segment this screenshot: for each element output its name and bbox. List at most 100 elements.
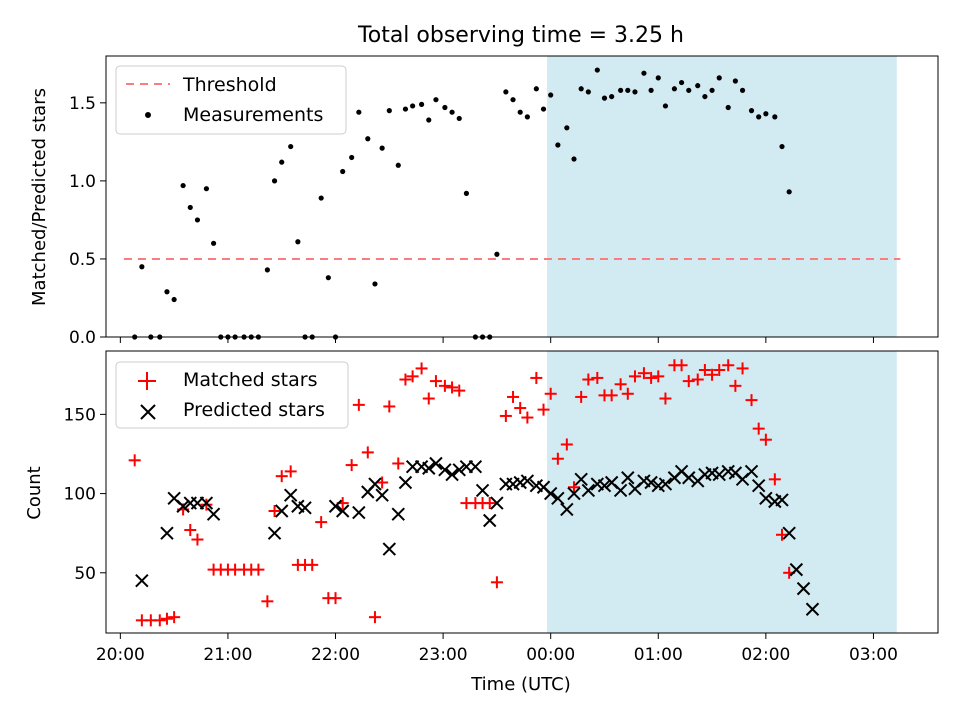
measurement-point — [662, 103, 669, 109]
predicted-star-point — [475, 483, 490, 498]
measurement-point — [386, 108, 392, 114]
predicted-star-point — [775, 493, 789, 507]
measurement-point — [139, 264, 145, 270]
predicted-x-b — [597, 478, 612, 493]
matched-star-point — [128, 454, 141, 467]
matched-star-point — [191, 533, 204, 546]
predicted-star-point — [782, 526, 796, 540]
matched-star-point — [184, 524, 197, 537]
matched-star-point — [591, 371, 604, 384]
predicted-x-b — [705, 466, 719, 480]
matched-star-point — [415, 362, 428, 375]
measurement-point — [194, 217, 201, 223]
measurement-point — [456, 115, 462, 122]
legend-predicted-label: Predicted stars — [183, 399, 325, 421]
predicted-x-b — [167, 491, 181, 506]
predicted-star-point — [267, 526, 282, 540]
measurement-point — [772, 114, 778, 120]
measurement-point — [625, 87, 631, 93]
y-tick-label: 100 — [64, 485, 96, 505]
measurement-point — [716, 75, 722, 81]
x-tick-label: 21:00 — [203, 645, 252, 665]
matched-star-point — [514, 402, 527, 415]
matched-star-point — [544, 387, 557, 400]
predicted-star-point — [375, 488, 389, 502]
predicted-x-b — [328, 499, 343, 513]
measurement-point — [702, 93, 708, 100]
measurement-point — [171, 296, 177, 303]
matched-star-point — [706, 368, 719, 381]
bottom-axes: 20:00 21:00 22:00 23:00 00:00 01:00 02:00 03:00… — [64, 405, 898, 665]
matched-star-point — [345, 459, 358, 472]
predicted-x-b — [176, 499, 190, 513]
measurement-point — [340, 168, 346, 175]
predicted-star-point — [621, 471, 635, 485]
measurement-point — [678, 79, 685, 86]
matched-star-point — [521, 411, 534, 424]
bottom-panel: 20:00 21:00 22:00 23:00 00:00 01:00 02:00 03:00… — [24, 350, 939, 695]
predicted-x-b — [805, 602, 820, 616]
predicted-star-point — [206, 507, 221, 521]
measurement-point — [524, 114, 530, 120]
matched-star-point — [406, 370, 419, 383]
predicted-x-b — [206, 507, 221, 521]
top-legend: Threshold Measurements — [115, 65, 347, 135]
predicted-x-b — [445, 467, 459, 482]
predicted-x-b — [375, 488, 389, 502]
matched-star-point — [160, 612, 173, 625]
predicted-x-b — [551, 491, 565, 506]
measurement-point — [349, 154, 355, 161]
matched-star-point — [582, 373, 595, 386]
matched-star-point — [698, 364, 711, 377]
y-tick-label: 50 — [74, 564, 96, 584]
matched-star-point — [768, 473, 781, 486]
predicted-x-b — [275, 504, 289, 518]
x-tick-label: 01:00 — [634, 645, 683, 665]
measurement-point — [601, 95, 608, 101]
matched-star-point — [682, 375, 695, 388]
predicted-x-b — [775, 493, 789, 507]
predicted-x-b — [291, 499, 305, 513]
predicted-x-b — [283, 488, 298, 502]
matched-star-point — [537, 403, 550, 416]
predicted-star-point — [445, 467, 459, 482]
y-tick-label: 150 — [64, 405, 96, 425]
predicted-star-point — [199, 496, 214, 510]
matched-star-point — [614, 378, 627, 391]
matched-star-point — [605, 389, 618, 402]
predicted-x-b — [744, 464, 759, 479]
matched-star-point — [530, 371, 543, 384]
predicted-x-b — [298, 501, 312, 515]
predicted-x-b — [581, 483, 596, 498]
predicted-star-point — [560, 502, 574, 517]
measurement-point — [356, 109, 362, 115]
matched-star-point — [637, 367, 650, 380]
matched-star-point — [507, 390, 520, 403]
measurement-point — [609, 93, 615, 100]
predicted-x-b — [475, 483, 490, 498]
y-tick-label: 0.0 — [69, 328, 96, 348]
matched-star-point — [499, 409, 512, 422]
predicted-x-b — [520, 474, 535, 488]
measurement-point — [210, 240, 217, 246]
top-y-axis-label: Matched/Predicted stars — [29, 88, 50, 306]
measurement-point — [164, 289, 170, 295]
y-tick-label: 1.5 — [69, 94, 96, 114]
predicted-x-b — [782, 526, 796, 540]
predicted-x-b — [712, 467, 726, 482]
matched-star-point — [315, 516, 328, 529]
measurement-point — [533, 86, 539, 92]
matched-star-point — [752, 422, 765, 435]
predicted-star-point — [682, 471, 696, 485]
predicted-x-b — [468, 459, 483, 474]
predicted-x-b — [438, 463, 452, 477]
matched-star-point — [261, 595, 274, 608]
predicted-x-b — [391, 507, 405, 521]
measurement-point — [594, 67, 600, 73]
measurement-point — [686, 87, 692, 93]
bottom-legend-box — [115, 361, 349, 429]
matched-star-point — [621, 387, 634, 400]
top-panel: 0.0 0.5 1.0 1.5 Threshold Measurements Matc… — [29, 55, 939, 348]
predicted-star-point — [328, 499, 343, 513]
matched-star-point — [490, 576, 503, 589]
